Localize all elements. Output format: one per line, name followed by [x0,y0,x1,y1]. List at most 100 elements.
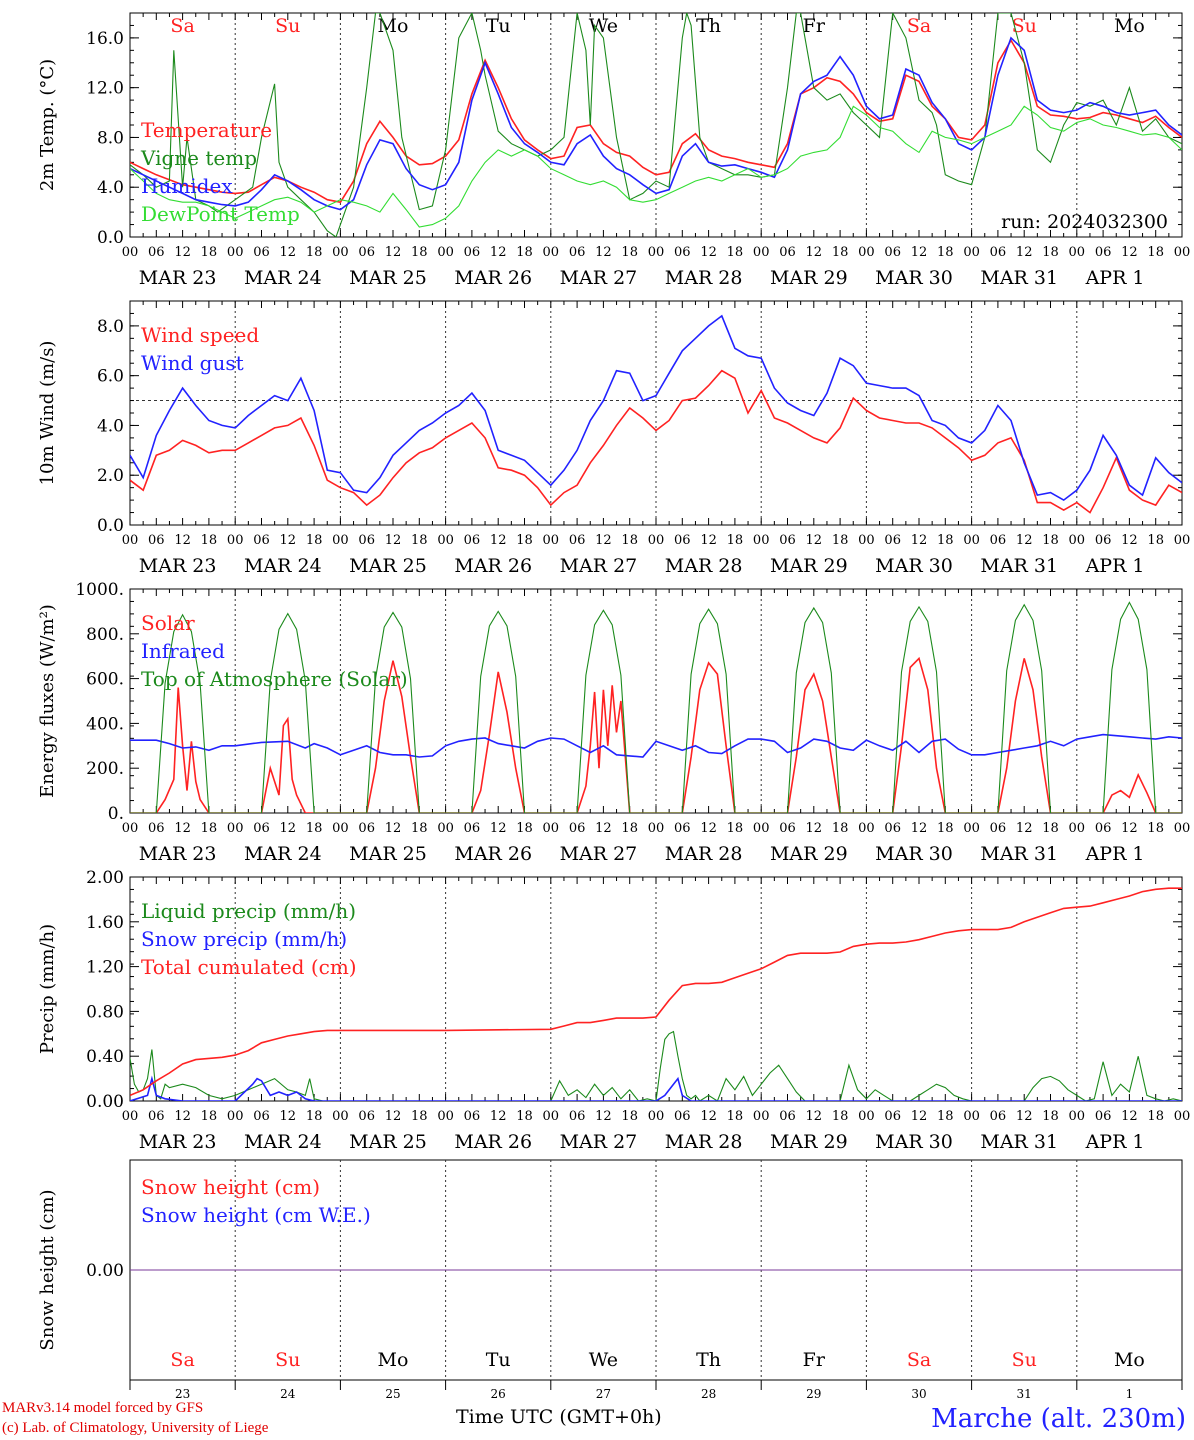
x-hour-label: 00 [858,245,875,260]
x-date-label: MAR 25 [349,267,427,289]
x-date-label: APR 1 [1085,1131,1145,1153]
legend-entry: DewPoint Temp [141,202,300,226]
legend-entry: Snow precip (mm/h) [141,927,347,951]
panel-3: 0. 200. 400. 600. 800. 1000. Energy fluxes (W/… [37,580,1190,865]
day-name-label: Mo [1114,1349,1145,1371]
day-number-label: 23 [175,1387,190,1401]
x-hour-label: 18 [306,821,323,836]
x-hour-label: 12 [1016,1109,1033,1124]
x-hour-label: 12 [1016,245,1033,260]
x-hour-label: 18 [516,533,533,548]
x-hour-label: 00 [332,245,349,260]
day-number-label: 31 [1017,1387,1032,1401]
y-tick-label: 1.20 [86,958,124,978]
day-number-label: 30 [911,1387,926,1401]
x-hour-label: 12 [174,245,191,260]
legend-entry: Top of Atmosphere (Solar) [141,667,408,691]
series-line-humidex [130,36,1182,211]
x-date-label: MAR 29 [770,1131,848,1153]
day-number-label: 27 [596,1387,611,1401]
x-hour-label: 12 [490,821,507,836]
x-date-label: MAR 23 [139,267,217,289]
x-hour-label: 00 [858,1109,875,1124]
x-hour-label: 06 [1095,821,1112,836]
x-date-label: APR 1 [1085,555,1145,577]
x-hour-label: 00 [332,821,349,836]
y-tick-label: 6.0 [97,367,124,387]
run-annotation: run: 2024032300 [1001,211,1168,233]
x-date-label: APR 1 [1085,267,1145,289]
x-hour-label: 06 [990,1109,1007,1124]
day-name-label: Sa [170,1349,194,1371]
x-date-label: MAR 24 [244,843,322,865]
x-hour-label: 18 [306,245,323,260]
x-hour-label: 00 [122,821,139,836]
x-hour-label: 18 [621,245,638,260]
x-date-label: MAR 26 [454,1131,532,1153]
x-hour-label: 18 [306,1109,323,1124]
x-hour-label: 06 [148,1109,165,1124]
x-date-label: MAR 26 [454,267,532,289]
x-hour-label: 12 [174,533,191,548]
x-hour-label: 18 [621,533,638,548]
y-tick-label: 2.00 [86,868,124,888]
y-tick-label: 400. [86,714,124,734]
x-hour-label: 06 [884,533,901,548]
x-hour-label: 00 [1174,821,1191,836]
x-hour-label: 12 [385,533,402,548]
series-line-infrared [130,733,1182,758]
day-number-label: 26 [491,1387,506,1401]
x-hour-label: 06 [569,821,586,836]
x-hour-label: 12 [700,533,717,548]
x-hour-label: 06 [990,533,1007,548]
x-hour-label: 12 [385,821,402,836]
x-hour-label: 18 [727,533,744,548]
day-name-label: We [589,1349,618,1371]
x-date-label: MAR 31 [980,555,1058,577]
x-hour-label: 00 [543,1109,560,1124]
x-hour-label: 12 [1121,533,1138,548]
x-hour-label: 12 [806,245,823,260]
lab-credit: (c) Lab. of Climatology, University of L… [2,1420,269,1436]
series-line-total-cumulated-cm- [130,887,1182,1097]
y-tick-label: 0.0 [97,516,124,536]
x-hour-label: 18 [411,245,428,260]
day-name-label: Th [696,15,721,37]
x-hour-label: 00 [543,533,560,548]
x-date-label: MAR 31 [980,267,1058,289]
x-date-label: MAR 25 [349,555,427,577]
x-hour-label: 06 [779,533,796,548]
x-hour-label: 00 [753,1109,770,1124]
legend-entry: Solar [141,611,195,635]
series-line-temperature [130,38,1182,204]
y-tick-label: 0.00 [86,1261,124,1281]
x-date-label: MAR 27 [560,1131,638,1153]
x-hour-label: 12 [806,533,823,548]
x-hour-label: 12 [595,245,612,260]
x-hour-label: 06 [358,821,375,836]
x-hour-label: 00 [963,821,980,836]
x-hour-label: 12 [911,1109,928,1124]
x-hour-label: 18 [621,821,638,836]
x-date-label: MAR 25 [349,843,427,865]
series-line-dewpoint-temp [130,105,1182,228]
legend-entry: Temperature [141,118,272,142]
y-axis-label: 10m Wind (m/s) [37,341,58,486]
legend-entry: Wind speed [141,323,259,347]
x-hour-label: 18 [727,1109,744,1124]
x-hour-label: 00 [963,533,980,548]
x-date-label: MAR 23 [139,555,217,577]
day-name-label: Th [696,1349,721,1371]
legend-entry: Infrared [141,639,225,663]
series-line-wind-speed [130,369,1182,514]
y-tick-label: 0. [108,804,124,824]
x-hour-label: 00 [858,533,875,548]
x-hour-label: 00 [332,533,349,548]
x-date-label: MAR 24 [244,267,322,289]
legend-entry: Wind gust [141,351,244,375]
x-hour-label: 06 [148,533,165,548]
x-hour-label: 18 [516,1109,533,1124]
x-hour-label: 18 [201,821,218,836]
x-hour-label: 00 [437,821,454,836]
x-hour-label: 12 [1016,821,1033,836]
